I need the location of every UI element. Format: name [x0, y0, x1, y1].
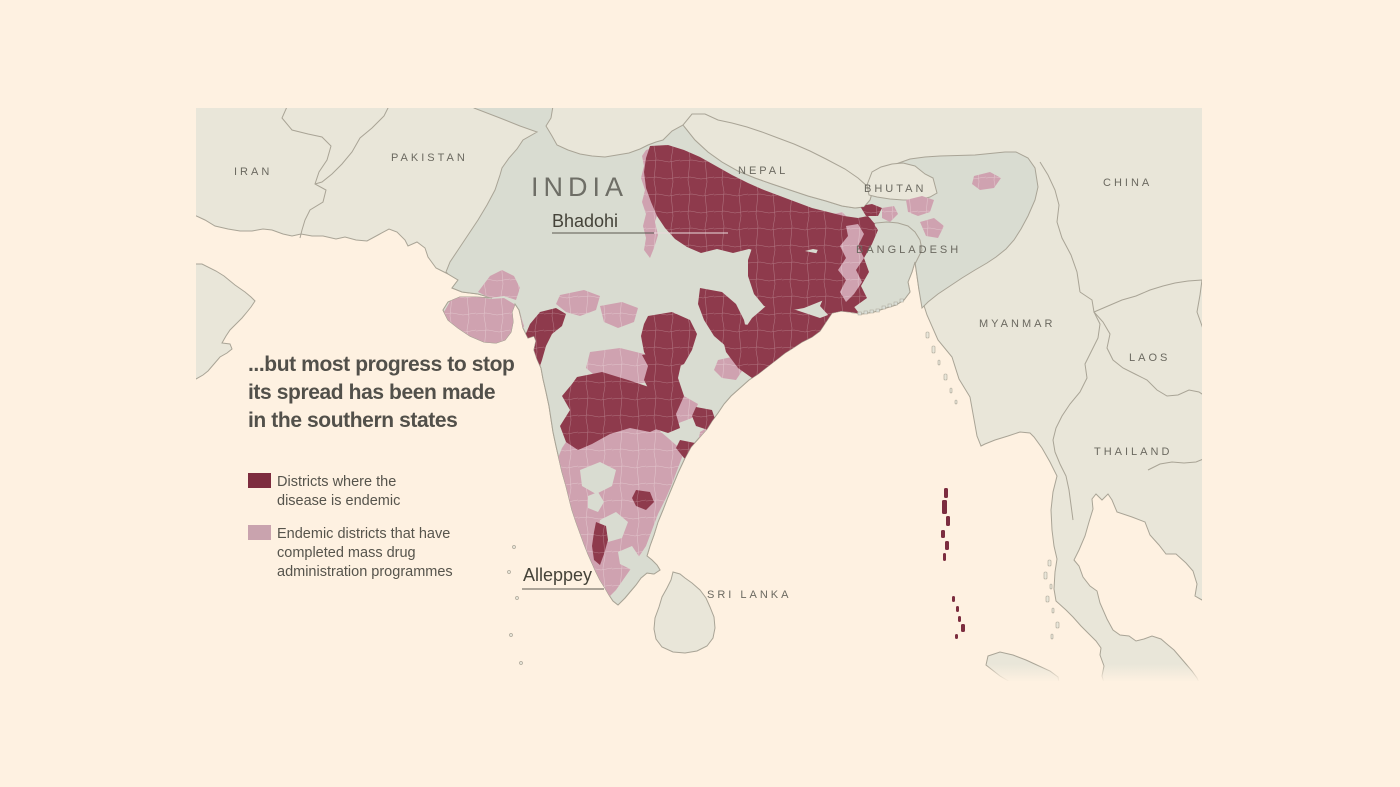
svg-text:LAOS: LAOS: [1129, 352, 1170, 364]
svg-text:BHUTAN: BHUTAN: [864, 183, 926, 195]
svg-text:completed mass drug: completed mass drug: [277, 545, 416, 561]
svg-text:PAKISTAN: PAKISTAN: [391, 152, 468, 164]
svg-text:Bhadohi: Bhadohi: [552, 211, 618, 231]
svg-text:Alleppey: Alleppey: [523, 565, 592, 585]
svg-text:NEPAL: NEPAL: [738, 165, 788, 177]
svg-text:IRAN: IRAN: [234, 166, 272, 178]
svg-text:Endemic districts that have: Endemic districts that have: [277, 526, 450, 542]
svg-text:disease is endemic: disease is endemic: [277, 493, 400, 509]
svg-text:CHINA: CHINA: [1103, 177, 1152, 189]
svg-text:THAILAND: THAILAND: [1094, 446, 1172, 458]
svg-text:SRI LANKA: SRI LANKA: [707, 589, 791, 601]
svg-text:Districts where the: Districts where the: [277, 474, 396, 490]
svg-text:MYANMAR: MYANMAR: [979, 318, 1055, 330]
svg-text:...but most progress to stop: ...but most progress to stop: [248, 353, 514, 376]
svg-text:administration programmes: administration programmes: [277, 564, 453, 580]
svg-text:its spread has been made: its spread has been made: [248, 381, 495, 404]
svg-text:BANGLADESH: BANGLADESH: [856, 244, 961, 256]
svg-text:INDIA: INDIA: [531, 172, 628, 202]
svg-text:in the southern states: in the southern states: [248, 409, 457, 432]
